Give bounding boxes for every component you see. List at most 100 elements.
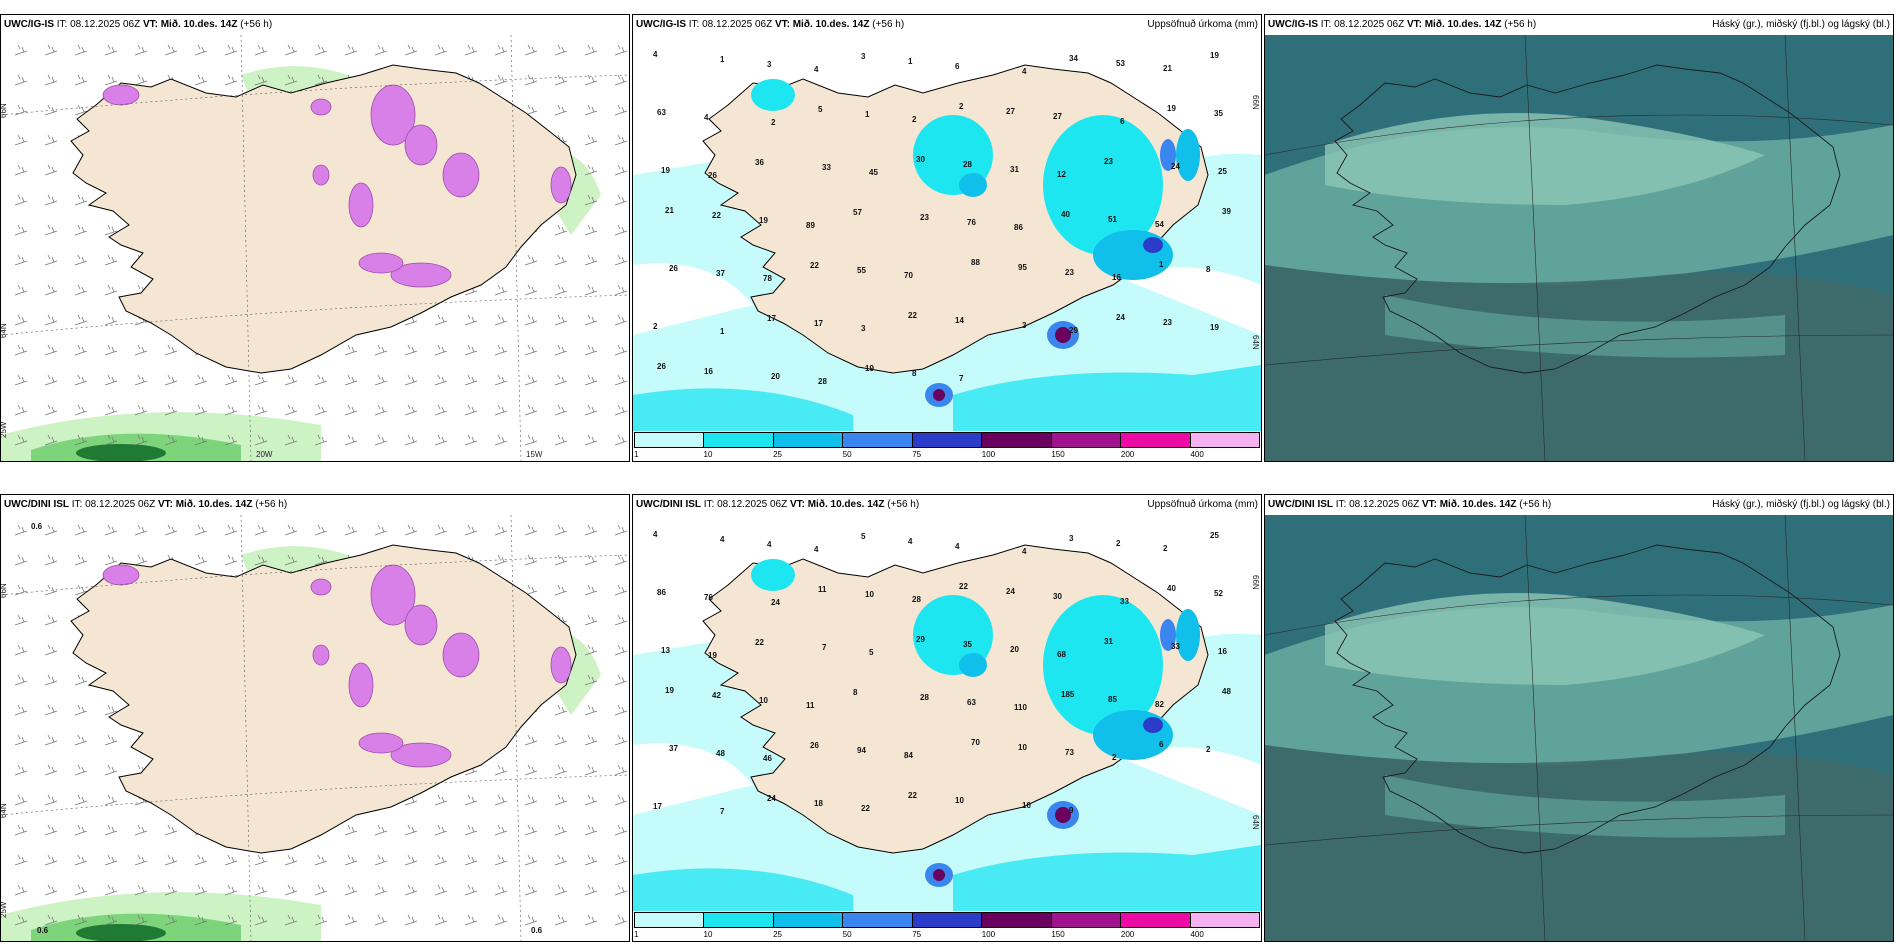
precip-value: 48 [716,749,725,758]
legend-tick: 200 [1120,450,1135,459]
legend-swatch [1051,913,1122,927]
precip-value: 17 [814,319,823,328]
legend-swatch [843,913,913,927]
precip-value: 70 [971,738,980,747]
precip-value: 63 [967,698,976,707]
legend-swatch [1121,433,1191,447]
legend-swatch [773,433,844,447]
precipitation-map-panel: UWC/IG-IS IT: 08.12.2025 06Z VT: Mið. 10… [632,14,1262,462]
precip-value: 19 [665,686,674,695]
precip-value: 40 [1061,210,1070,219]
precip-value: 2 [1116,539,1121,548]
precip-value: 6 [955,62,960,71]
value-label: 0.6 [37,926,49,935]
legend-swatch [982,913,1052,927]
precip-value: 19 [759,216,768,225]
initial-time: IT: 08.12.2025 06Z [54,19,143,30]
precip-value: 14 [955,316,964,325]
model-name: UWC/IG-IS [4,19,54,30]
legend-tick: 100 [981,930,996,939]
snow-cells [102,84,572,288]
precip-value: 4 [704,113,709,122]
precip-value: 9 [1069,806,1074,815]
precip-value: 55 [857,266,866,275]
precip-value: 35 [963,640,972,649]
precip-value: 29 [916,635,925,644]
precip-value: 82 [1155,700,1164,709]
precip-value: 110 [1014,703,1027,712]
precip-value: 13 [661,646,670,655]
lat-lon-grid [1265,35,1893,461]
precip-value: 51 [1108,215,1117,224]
precip-value: 19 [661,166,670,175]
legend-tick: 10 [703,450,713,459]
run-info: UWC/DINI ISL IT: 08.12.2025 06Z VT: Mið.… [4,495,287,515]
precip-value: 4 [767,540,772,549]
model-name: UWC/DINI ISL [1268,499,1333,510]
lat-label: 66N [1,103,8,118]
legend-tick: 400 [1190,450,1204,459]
panel-header: UWC/IG-IS IT: 08.12.2025 06Z VT: Mið. 10… [633,15,1261,35]
precip-value: 2 [1112,753,1117,762]
precip-value: 68 [1057,650,1066,659]
precip-value: 78 [763,274,772,283]
precip-value: 2 [959,102,964,111]
precip-value: 8 [912,369,917,378]
precip-value: 24 [767,794,776,803]
precip-value: 4 [1022,547,1027,556]
map-canvas [1265,515,1893,941]
model-name: UWC/IG-IS [636,19,686,30]
legend-swatch [912,433,983,447]
precip-value: 2 [1163,544,1168,553]
precip-value: 95 [1018,263,1027,272]
precip-value: 33 [1171,642,1180,651]
precip-value: 23 [1104,157,1113,166]
precip-value: 22 [908,791,917,800]
precip-value: 4 [955,542,960,551]
lat-lon-grid [1265,515,1893,941]
legend-swatch [912,913,983,927]
precip-value: 28 [818,377,827,386]
precip-value: 84 [904,751,913,760]
precip-value: 89 [806,221,815,230]
precip-value: 40 [1167,584,1176,593]
run-info: UWC/DINI ISL IT: 08.12.2025 06Z VT: Mið.… [1268,495,1551,515]
precip-value: 26 [657,362,666,371]
precip-value: 28 [912,595,921,604]
lat-lon-grid [1,515,629,941]
precip-value: 10 [1018,743,1027,752]
snow-cells [102,564,572,768]
precip-value: 7 [720,807,725,816]
precip-value: 18 [814,799,823,808]
precip-value: 42 [712,691,721,700]
cloud-cover-map-panel: UWC/DINI ISL IT: 08.12.2025 06Z VT: Mið.… [1264,494,1894,942]
precip-value: 3 [1022,321,1027,330]
precip-value: 35 [1214,109,1223,118]
precip-value: 26 [669,264,678,273]
precip-value: 2 [912,115,917,124]
value-label: 0.6 [531,926,543,935]
valid-time: VT: Mið. 10.des. 14Z [774,19,870,30]
precip-value: 26 [810,741,819,750]
legend-tick: 100 [981,450,996,459]
precip-value: 3 [767,60,772,69]
legend-swatch [843,433,913,447]
map-canvas: 66N 64N 4 4 4 4 5 4 4 4 3 2 2 25 86 76 24 11 10 28 22 24 30 33 4… [633,515,1261,941]
precip-value: 10 [1022,801,1031,810]
precip-value: 19 [1167,104,1176,113]
lat-label: 66N [1251,95,1260,110]
iceland-coastline [1334,64,1841,374]
precip-value: 16 [704,367,713,376]
initial-time: IT: 08.12.2025 06Z [1318,19,1407,30]
cloud-cover-map-panel: UWC/IG-IS IT: 08.12.2025 06Z VT: Mið. 10… [1264,14,1894,462]
value-label: 0.6 [31,522,43,531]
valid-time: VT: Mið. 10.des. 14Z [142,19,238,30]
precip-value: 10 [759,696,768,705]
legend-tick: 75 [912,450,922,459]
precip-value: 76 [704,593,713,602]
iceland-land [70,64,577,374]
precip-value: 94 [857,746,866,755]
precip-value: 2 [653,322,658,331]
legend-tick: 400 [1190,930,1204,939]
precip-value: 29 [1069,326,1078,335]
